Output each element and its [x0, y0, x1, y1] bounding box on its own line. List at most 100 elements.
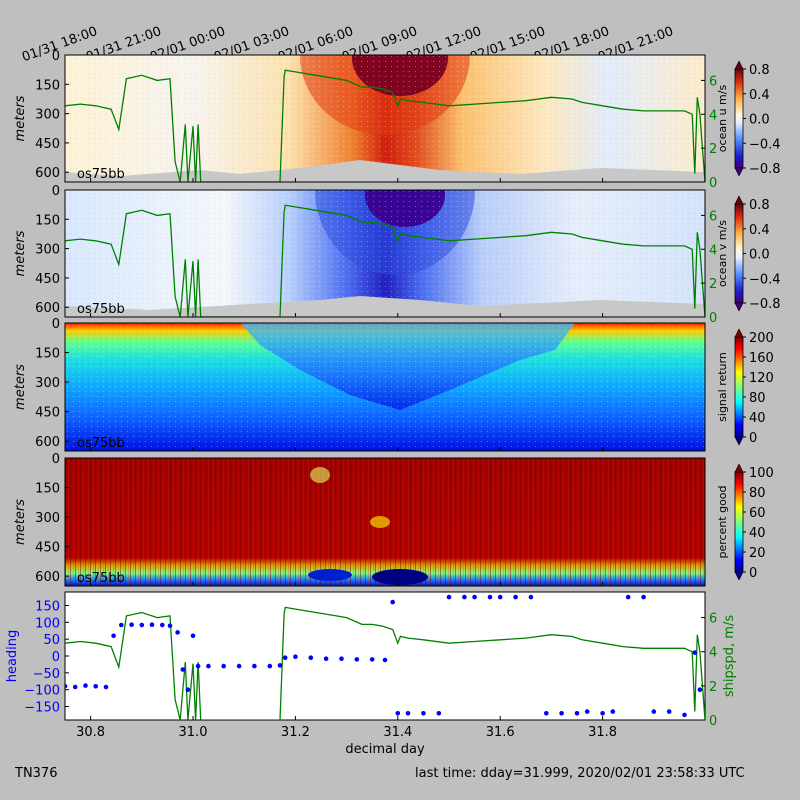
heading-point [252, 663, 257, 669]
heading-point [513, 594, 518, 600]
colorbar-tick-label: 80 [749, 391, 766, 406]
colorbar-tick-label: 100 [749, 466, 774, 481]
colorbar-tick-label: 120 [749, 371, 774, 386]
x-tick-label: 31.4 [383, 725, 412, 740]
colorbar-extend-bottom [734, 302, 744, 312]
heading-point [195, 663, 201, 669]
y-tick-label: 100 [35, 616, 60, 631]
y2-tick-label: 0 [709, 714, 717, 729]
colorbar-label: percent good [716, 485, 729, 558]
y-tick-label: 150 [35, 482, 60, 497]
y-tick-label: −100 [24, 684, 60, 699]
shipspd-line [65, 204, 705, 317]
heading-point [206, 663, 211, 669]
heading-point [236, 663, 242, 669]
heading-point [323, 656, 329, 661]
heading-point [544, 711, 549, 716]
colorbar-tick-label: 60 [749, 506, 766, 521]
heading-point [610, 709, 616, 714]
y-tick-label: 150 [35, 347, 60, 362]
u-nodata-bottom [65, 160, 705, 182]
x-tick-label: 31.0 [179, 725, 208, 740]
y-tick-label: 0 [52, 317, 60, 332]
y-tick-label: 600 [35, 166, 60, 181]
heading-point [600, 711, 605, 716]
heading-point [584, 709, 590, 714]
heading-point [436, 711, 442, 716]
colorbar [734, 203, 744, 304]
pg-low-patch [372, 569, 428, 585]
y-tick-label: 50 [43, 633, 60, 648]
shipspd-line [65, 606, 705, 720]
colorbar [734, 68, 744, 169]
heading-point [277, 663, 283, 668]
y-tick-label: 450 [35, 137, 60, 152]
v-nodata-bottom [65, 296, 705, 317]
y-tick-label: 300 [35, 108, 60, 123]
y2-tick-label: 0 [709, 311, 717, 326]
colorbar-tick-label: −0.4 [749, 272, 781, 287]
colorbar-extend-top [734, 328, 744, 338]
colorbar-tick-label: −0.4 [749, 137, 781, 152]
last-time-label: last time: dday=31.999, 2020/02/01 23:58… [415, 766, 745, 781]
colorbar-tick-label: 160 [749, 351, 774, 366]
cruise-label: TN376 [14, 766, 57, 781]
colorbar-tick-label: −0.8 [749, 297, 781, 312]
heading-point [339, 656, 344, 661]
y2-axis-label: shipspd, m/s [722, 615, 737, 697]
panel-percent-good [64, 457, 706, 587]
y2-tick-label: 0 [709, 176, 717, 191]
heading-point [167, 623, 173, 628]
y2-tick-label: 6 [709, 74, 717, 89]
x-axis-label: decimal day [345, 742, 425, 757]
heading-points [65, 594, 703, 718]
heading-point [574, 711, 580, 716]
colorbar-extend-top [734, 463, 744, 473]
colorbar-tick-label: 0.8 [749, 198, 770, 213]
heading-point [369, 657, 375, 662]
heading-point [666, 709, 672, 714]
panel-heading [64, 591, 706, 721]
heading-point [282, 655, 288, 660]
colorbar-tick-label: 200 [749, 331, 774, 346]
heading-point [462, 594, 467, 600]
y-tick-label: 0 [52, 184, 60, 199]
colorbar-tick-label: 0.0 [749, 113, 770, 128]
heading-point [405, 711, 411, 716]
y2-tick-label: 2 [709, 142, 717, 157]
panel-ocean-u [64, 54, 706, 183]
heading-point [180, 667, 186, 672]
y2-tick-label: 4 [709, 646, 717, 661]
colorbar-tick-label: 40 [749, 526, 766, 541]
colorbar-tick-label: 0.8 [749, 63, 770, 78]
heading-point [390, 599, 396, 605]
x-tick-label: 30.8 [76, 725, 105, 740]
y-tick-label: 600 [35, 301, 60, 316]
instrument-label: os75bb [77, 167, 125, 182]
y2-tick-label: 4 [709, 243, 717, 258]
y-tick-label: 0 [52, 452, 60, 467]
heading-point [119, 622, 124, 628]
heading-point [175, 630, 180, 635]
heading-point [93, 684, 98, 689]
instrument-label: os75bb [77, 302, 125, 317]
heading-point [697, 687, 703, 692]
heading-point [190, 633, 196, 639]
colorbar-extend-top [734, 195, 744, 205]
heading-point [651, 709, 657, 714]
y2-tick-label: 6 [709, 612, 717, 627]
heading-point [472, 594, 477, 600]
y-tick-label: 300 [35, 511, 60, 526]
y-tick-label: 0 [52, 650, 60, 665]
y-axis-label: heading [5, 630, 20, 683]
y-tick-label: 0 [52, 49, 60, 64]
pg-mid-patch [370, 516, 390, 528]
y2-tick-label: 4 [709, 108, 717, 123]
colorbar-extend-bottom [734, 167, 744, 177]
shipspd-line [65, 69, 705, 182]
heading-point [692, 650, 698, 655]
colorbar-tick-label: 80 [749, 486, 766, 501]
heading-point [149, 622, 155, 627]
heading-point [308, 655, 314, 660]
